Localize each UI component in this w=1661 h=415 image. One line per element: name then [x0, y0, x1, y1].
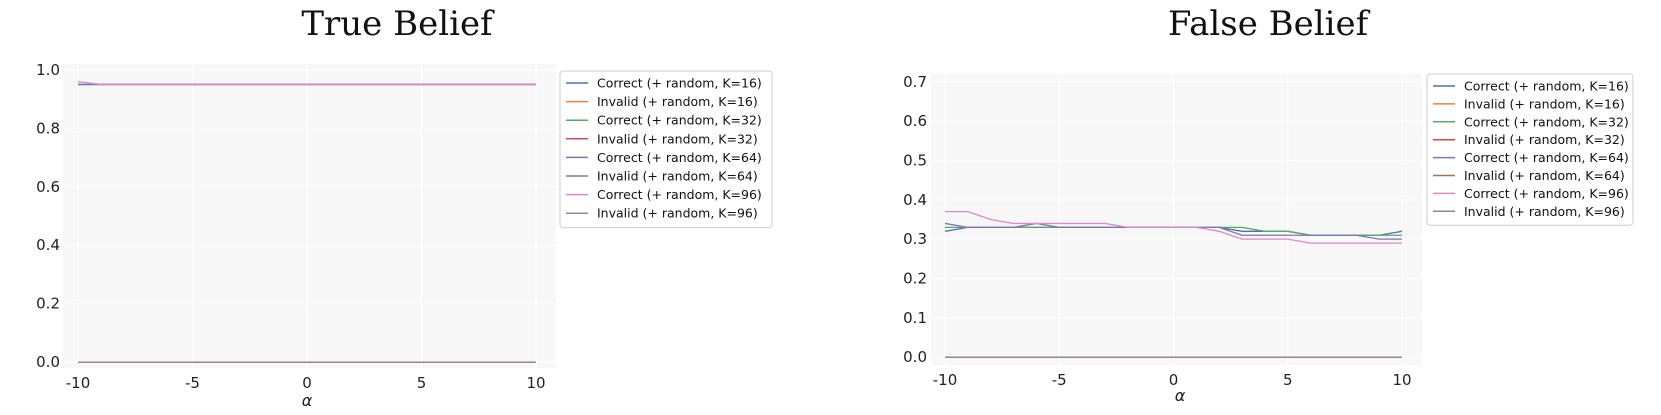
legend: Correct (+ random, K=16) Invalid (+ rando…: [559, 70, 773, 229]
x-axis-label: α: [302, 391, 313, 410]
legend-label: Correct (+ random, K=96): [597, 187, 762, 202]
series-lines: [944, 210, 1403, 358]
x-axis-ticks: -10 -5 0 5 10: [66, 374, 546, 392]
chart-title: True Belief: [301, 4, 495, 44]
legend-label: Correct (+ random, K=16): [1464, 79, 1629, 94]
y-tick-label: 0.1: [903, 309, 927, 327]
y-tick-label: 0.4: [36, 236, 60, 254]
x-tick-label: -5: [1052, 371, 1067, 389]
x-axis-ticks: -10 -5 0 5 10: [933, 371, 1412, 389]
y-tick-label: 0.8: [36, 119, 60, 137]
y-axis-ticks: 0.0 0.2 0.4 0.6 0.8 1.0: [36, 61, 60, 371]
legend-label: Correct (+ random, K=64): [1464, 150, 1629, 165]
series-line: [77, 80, 536, 86]
x-tick-label: 10: [526, 374, 545, 392]
y-tick-label: 0.6: [36, 178, 60, 196]
y-tick-label: 0.0: [36, 353, 60, 371]
legend-box: [559, 70, 773, 229]
legend-label: Invalid (+ random, K=32): [597, 131, 758, 146]
legend: Correct (+ random, K=16) Invalid (+ rando…: [1426, 73, 1634, 226]
legend-label: Correct (+ random, K=32): [597, 113, 762, 128]
legend-label: Invalid (+ random, K=16): [597, 94, 758, 109]
y-tick-label: 0.0: [903, 348, 927, 366]
false-belief-chart: False Belief 0.0 0.1 0.2 0.3 0.4 0.5 0.6 0.7 -1…: [903, 4, 1634, 405]
legend-label: Invalid (+ random, K=32): [1464, 132, 1625, 147]
legend-label: Invalid (+ random, K=96): [1464, 204, 1625, 219]
grid: [63, 64, 556, 368]
true-belief-chart: True Belief 0.0 0.2 0.4 0.6 0.8 1.0 -10 -5 0 5 10…: [36, 4, 773, 410]
x-tick-label: 5: [1283, 371, 1293, 389]
y-axis-ticks: 0.0 0.1 0.2 0.3 0.4 0.5 0.6 0.7: [903, 73, 927, 366]
x-axis-label: α: [1175, 386, 1186, 405]
legend-label: Correct (+ random, K=32): [1464, 114, 1629, 129]
x-tick-label: 10: [1392, 371, 1411, 389]
chart-title: False Belief: [1168, 4, 1371, 44]
x-tick-label: -10: [933, 371, 958, 389]
y-tick-label: 0.4: [903, 191, 927, 209]
y-tick-label: 0.5: [903, 152, 927, 170]
y-tick-label: 0.7: [903, 73, 927, 91]
y-tick-label: 0.3: [903, 230, 927, 248]
x-tick-label: -5: [185, 374, 200, 392]
series-lines: [77, 80, 536, 363]
legend-label: Invalid (+ random, K=64): [1464, 168, 1625, 183]
y-tick-label: 0.2: [903, 269, 927, 287]
legend-label: Correct (+ random, K=64): [597, 150, 762, 165]
y-tick-label: 1.0: [36, 61, 60, 79]
legend-label: Invalid (+ random, K=96): [597, 206, 758, 221]
x-tick-label: 0: [302, 374, 312, 392]
y-tick-label: 0.6: [903, 112, 927, 130]
y-tick-label: 0.2: [36, 295, 60, 313]
legend-label: Correct (+ random, K=96): [1464, 186, 1629, 201]
legend-label: Correct (+ random, K=16): [597, 76, 762, 91]
plot-area: [63, 64, 556, 368]
legend-label: Invalid (+ random, K=16): [1464, 96, 1625, 111]
legend-label: Invalid (+ random, K=64): [597, 169, 758, 184]
x-tick-label: -10: [66, 374, 91, 392]
x-tick-label: 0: [1169, 371, 1179, 389]
plot-area: [931, 74, 1422, 365]
x-tick-label: 5: [417, 374, 427, 392]
series-line: [945, 210, 1402, 244]
legend-box: [1426, 73, 1634, 226]
